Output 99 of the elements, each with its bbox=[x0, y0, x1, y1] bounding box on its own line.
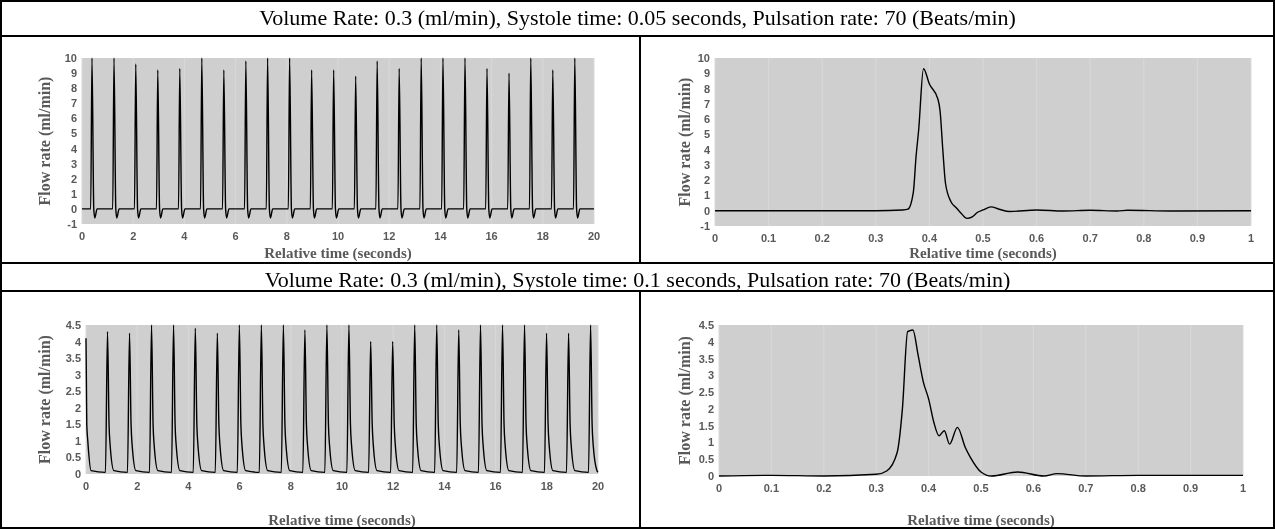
y-tick-label: 10 bbox=[64, 52, 77, 64]
y-tick-label: -1 bbox=[700, 220, 710, 232]
line-series bbox=[718, 329, 1244, 477]
x-tick-label: 18 bbox=[536, 230, 549, 242]
y-tick-label: 3 bbox=[707, 369, 714, 382]
chart-title: Volume Rate: 0.3 (ml/min), Systole time: 0.05 seconds, Pulsation rate: 70 (Beats/min) bbox=[259, 5, 1016, 30]
x-tick-label: 0.7 bbox=[1078, 482, 1094, 494]
y-tick-label: 1 bbox=[70, 187, 77, 200]
y-tick-label: 3 bbox=[74, 368, 81, 381]
x-tick-label: 0.4 bbox=[921, 232, 938, 244]
y-tick-label: 2.5 bbox=[65, 385, 81, 398]
y-tick-label: 0 bbox=[70, 202, 77, 215]
x-tick-label: 0.2 bbox=[816, 482, 832, 494]
y-tick-label: 6 bbox=[703, 113, 710, 126]
x-tick-label: 0.9 bbox=[1182, 482, 1199, 494]
y-tick-label: 7 bbox=[703, 97, 710, 110]
y-tick-label: 7 bbox=[70, 97, 77, 110]
y-tick-label: 3.5 bbox=[65, 352, 81, 365]
x-tick-label: 16 bbox=[485, 230, 498, 242]
x-tick-label: 0.8 bbox=[1136, 232, 1152, 244]
x-tick-label: 12 bbox=[383, 230, 396, 242]
y-tick-label: 8 bbox=[70, 82, 77, 95]
x-tick-label: 2 bbox=[130, 230, 137, 242]
x-tick-label: 0.8 bbox=[1130, 482, 1146, 494]
x-tick-label: 16 bbox=[489, 480, 502, 492]
x-axis-title: Relative time (seconds) bbox=[907, 512, 1055, 529]
chart-title: Volume Rate: 0.3 (ml/min), Systole time: 0.1 seconds, Pulsation rate: 70 (Beats/min) bbox=[264, 267, 1011, 292]
x-tick-label: 12 bbox=[387, 480, 400, 492]
y-tick-label: 9 bbox=[70, 67, 77, 80]
x-tick-label: 10 bbox=[335, 480, 349, 492]
y-tick-label: 0 bbox=[707, 470, 714, 482]
y-tick-label: 4 bbox=[70, 142, 78, 155]
y-tick-label: 2 bbox=[70, 172, 77, 185]
y-axis-title: Flow rate (ml/min) bbox=[676, 77, 694, 207]
y-tick-label: 0 bbox=[74, 468, 81, 480]
y-tick-label: 8 bbox=[703, 82, 710, 95]
x-tick-label: 0 bbox=[715, 482, 723, 494]
x-tick-label: 4 bbox=[185, 480, 193, 492]
x-tick-label: 0.5 bbox=[973, 482, 989, 494]
y-tick-label: 2 bbox=[74, 401, 81, 414]
x-tick-label: 4 bbox=[181, 230, 189, 242]
y-tick-label: 2 bbox=[707, 402, 714, 415]
y-tick-label: 2 bbox=[703, 174, 710, 187]
x-tick-label: 0.1 bbox=[763, 482, 780, 494]
x-tick-label: 2 bbox=[134, 480, 141, 492]
x-tick-label: 0.6 bbox=[1028, 232, 1045, 244]
y-tick-label: 5 bbox=[703, 128, 710, 141]
y-tick-label: 0.5 bbox=[698, 453, 714, 466]
x-tick-label: 0.5 bbox=[975, 232, 991, 244]
x-tick-label: 0 bbox=[82, 480, 90, 492]
x-tick-label: 8 bbox=[287, 480, 294, 492]
y-tick-label: 10 bbox=[697, 52, 710, 64]
x-tick-label: 0.3 bbox=[868, 232, 884, 244]
x-axis-title: Relative time (seconds) bbox=[268, 512, 416, 529]
x-tick-label: 0.7 bbox=[1082, 232, 1098, 244]
x-tick-label: 20 bbox=[587, 230, 601, 242]
y-tick-label: 4 bbox=[703, 143, 711, 156]
y-tick-label: 0 bbox=[703, 204, 710, 217]
x-tick-label: 14 bbox=[438, 480, 452, 492]
x-tick-label: 1 bbox=[1247, 232, 1255, 244]
y-axis-title: Flow rate (ml/min) bbox=[36, 335, 54, 464]
x-tick-label: 10 bbox=[331, 230, 345, 242]
y-tick-label: 3 bbox=[703, 158, 710, 171]
y-tick-label: 1.5 bbox=[65, 418, 81, 431]
y-tick-label: 4.5 bbox=[65, 319, 81, 331]
y-tick-label: 3 bbox=[70, 157, 77, 170]
y-tick-label: 1 bbox=[74, 434, 81, 447]
y-tick-label: 5 bbox=[70, 127, 77, 140]
x-tick-label: 8 bbox=[283, 230, 290, 242]
y-tick-label: 9 bbox=[703, 67, 710, 80]
y-tick-label: 1 bbox=[703, 189, 710, 202]
y-tick-label: 2.5 bbox=[698, 386, 714, 399]
x-tick-label: 0.4 bbox=[920, 482, 938, 494]
x-tick-label: 0.3 bbox=[868, 482, 884, 494]
x-tick-label: 0.9 bbox=[1189, 232, 1206, 244]
y-tick-label: 3.5 bbox=[698, 352, 714, 365]
x-tick-label: 6 bbox=[236, 480, 243, 492]
y-tick-label: 4.5 bbox=[698, 319, 714, 331]
x-tick-label: 0.2 bbox=[814, 232, 830, 244]
y-tick-label: 0.5 bbox=[65, 451, 81, 464]
y-tick-label: 1 bbox=[707, 436, 714, 449]
y-tick-label: 6 bbox=[70, 112, 77, 125]
x-tick-label: 14 bbox=[434, 230, 448, 242]
x-tick-label: 0.1 bbox=[760, 232, 777, 244]
y-axis-title: Flow rate (ml/min) bbox=[36, 76, 54, 206]
line-series bbox=[714, 67, 1252, 220]
x-axis-title: Relative time (seconds) bbox=[264, 245, 412, 262]
x-tick-label: 1 bbox=[1239, 482, 1247, 494]
x-tick-label: 6 bbox=[232, 230, 239, 242]
x-tick-label: 18 bbox=[540, 480, 553, 492]
y-tick-label: -1 bbox=[67, 218, 77, 230]
x-tick-label: 20 bbox=[591, 480, 605, 492]
line-series bbox=[81, 57, 595, 219]
y-tick-label: 4 bbox=[707, 335, 715, 348]
y-tick-label: 1.5 bbox=[698, 419, 714, 432]
x-axis-title: Relative time (seconds) bbox=[909, 245, 1057, 262]
y-tick-label: 4 bbox=[74, 335, 82, 348]
y-axis-title: Flow rate (ml/min) bbox=[676, 336, 694, 465]
x-tick-label: 0.6 bbox=[1025, 482, 1042, 494]
